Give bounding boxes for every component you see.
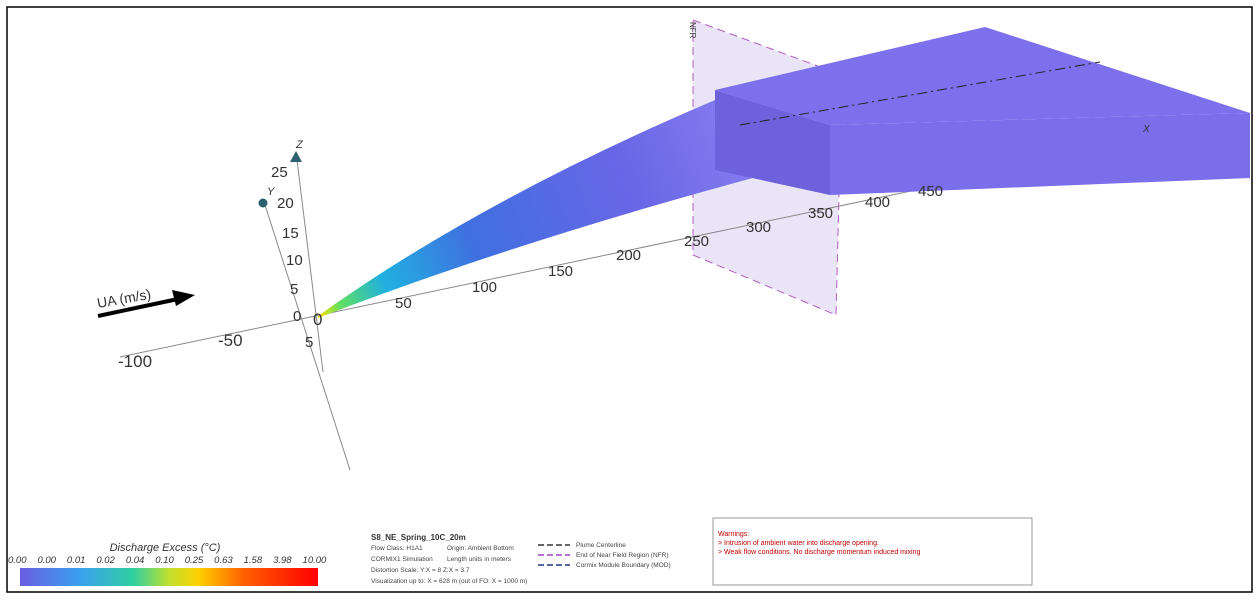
- legend-label: 0.10: [155, 555, 174, 566]
- box-top: [715, 27, 1250, 125]
- tick-label: 0: [293, 308, 301, 325]
- y-marker: [258, 198, 268, 208]
- legend-label: 0.04: [126, 555, 144, 566]
- x-label: X: [1142, 124, 1150, 135]
- axes: [119, 159, 936, 471]
- warning: > Intrusion of ambient water into discha…: [718, 540, 879, 547]
- color-bar: [20, 568, 318, 586]
- origin-label: 0: [313, 310, 322, 329]
- tick-label: 5: [305, 334, 313, 351]
- tick-label: 20: [277, 195, 294, 212]
- box-side: [830, 113, 1250, 195]
- tick-label: 450: [918, 183, 943, 200]
- info-line: Origin: Ambient Bottom: [447, 545, 514, 552]
- plume: [318, 100, 775, 318]
- nfr-label: NFR: [688, 22, 697, 39]
- info-title: S8_NE_Spring_10C_20m: [371, 533, 466, 542]
- info-line: Flow Class: H1A1: [371, 545, 423, 552]
- tick-label: 100: [472, 279, 497, 296]
- tick-label: 50: [395, 295, 412, 312]
- tick-label: 150: [548, 263, 573, 280]
- tick-label: 10: [286, 252, 303, 269]
- legend-text: Cormix Module Boundary (MOD): [576, 562, 671, 569]
- info-line: Visualization up to: X = 628 m (out of F…: [371, 578, 527, 585]
- legend-label: 0.00: [8, 555, 27, 566]
- legend-label: 1.58: [244, 555, 263, 566]
- legend-labels: 0.00 0.00 0.01 0.02 0.04 0.10 0.25 0.63 1.58 3.98…: [8, 555, 327, 566]
- legend-title: Discharge Excess (°C): [110, 542, 221, 554]
- z-marker: [290, 151, 302, 162]
- legend-label: 10.00: [303, 555, 327, 566]
- arrow-head: [172, 290, 195, 306]
- tick-label: 5: [290, 281, 298, 298]
- z-label: Z: [295, 139, 304, 151]
- tick-label: 300: [746, 219, 771, 236]
- warnings-title: Warnings:: [718, 531, 749, 538]
- legend-label: 0.25: [185, 555, 204, 566]
- legend-label: 0.02: [96, 555, 115, 566]
- info-line: Distortion Scale: Y:X = 8 Z:X = 3.7: [371, 567, 470, 574]
- vertical-ticks: 25 20 15 10 5 0 5: [271, 164, 313, 351]
- legend-label: 0.63: [214, 555, 233, 566]
- ambient-arrow: [97, 297, 179, 318]
- info-line: Length units in meters: [447, 556, 512, 563]
- warning: > Weak flow conditions. No discharge mom…: [718, 549, 920, 556]
- legend-label: 0.01: [67, 555, 86, 566]
- tick-label: -50: [218, 331, 243, 350]
- tick-label: 15: [282, 225, 299, 242]
- tick-label: 200: [616, 247, 641, 264]
- frame: [6, 6, 1253, 593]
- legend-text: Plume Centerline: [576, 542, 626, 549]
- legend-text: End of Near Field Region (NFR): [576, 552, 668, 559]
- tick-label: 25: [271, 164, 288, 181]
- tick-label: 350: [808, 205, 833, 222]
- y-label: Y: [267, 186, 275, 198]
- legend-label: 0.00: [37, 555, 56, 566]
- warnings-box: [712, 517, 1033, 586]
- legend-label: 3.98: [273, 555, 292, 566]
- tick-label: 400: [865, 194, 890, 211]
- box-front: [715, 90, 830, 195]
- info-line: CORMIX1 Simulation: [371, 556, 433, 563]
- tick-label: -100: [118, 352, 152, 371]
- tick-label: 250: [684, 233, 709, 250]
- x-ticks: 50 100 150 200 250 300 350 400 450 -50 -…: [118, 183, 943, 371]
- centerline: [739, 61, 1101, 126]
